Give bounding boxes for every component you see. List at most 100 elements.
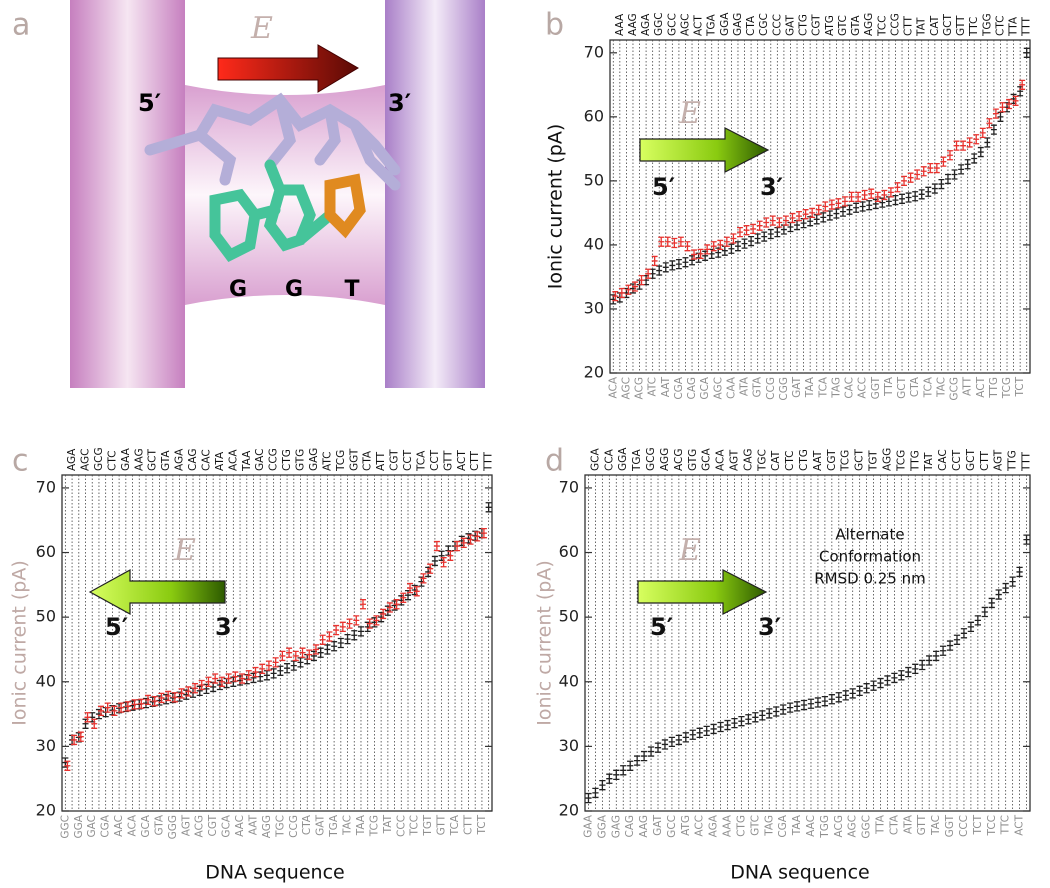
x-tick-label: TAC <box>935 377 947 398</box>
x-tick-label: GAT <box>652 814 664 836</box>
error-bar <box>1019 79 1026 90</box>
x-tick-label: TTT <box>1021 452 1033 472</box>
error-bar <box>606 773 613 784</box>
x-tick-label: ACG <box>673 449 685 471</box>
x-tick-label: TTT <box>1021 17 1033 37</box>
error-bar <box>821 695 829 707</box>
error-bar <box>691 249 697 260</box>
error-bar <box>933 650 940 662</box>
error-bar <box>947 150 953 161</box>
x-tick-label: AAT <box>247 814 259 835</box>
five-prime: 5′ <box>650 613 673 641</box>
x-tick-label: AGT <box>993 449 1005 471</box>
x-tick-label: CCC <box>958 815 970 837</box>
x-tick-label: GGT <box>348 448 360 471</box>
error-bar <box>951 169 958 180</box>
field-label: E <box>173 533 196 568</box>
x-tick-label: CAC <box>937 449 949 471</box>
x-tick-label: AGA <box>708 814 720 837</box>
y-tick-label: 30 <box>584 298 604 317</box>
error-bar <box>630 283 636 294</box>
error-bar <box>953 634 961 645</box>
five-prime: 5′ <box>138 89 161 117</box>
error-bar <box>973 134 980 145</box>
error-bar <box>64 760 71 771</box>
x-tick-label: TCC <box>986 815 998 836</box>
error-bar <box>737 226 743 238</box>
error-bar <box>697 248 704 260</box>
error-bar <box>939 645 947 656</box>
x-tick-label: CAT <box>929 15 941 36</box>
x-tick-label: CTT <box>979 450 991 471</box>
x-tick-label: CGA <box>777 814 789 837</box>
error-bar <box>782 215 789 226</box>
field-arrow <box>637 569 768 615</box>
error-bar <box>599 779 606 791</box>
error-bar <box>763 217 770 228</box>
error-bar <box>724 719 731 731</box>
error-bar <box>297 657 304 668</box>
x-tick-label: TAT <box>923 452 935 472</box>
x-tick-label: CGA <box>100 814 112 837</box>
error-bar <box>592 787 599 799</box>
error-bar <box>346 618 353 629</box>
error-bar <box>815 204 822 215</box>
error-bar <box>708 248 715 260</box>
error-bar <box>710 241 717 252</box>
x-tick-label: CAC <box>844 377 856 399</box>
x-tick-label: TCT <box>476 814 488 835</box>
x-tick-label: GAG <box>732 13 744 36</box>
x-tick-label: GGG <box>167 815 179 839</box>
error-bar <box>198 679 205 691</box>
x-tick-label: GGA <box>596 814 608 838</box>
x-tick-label: TCG <box>1001 377 1013 399</box>
error-bar <box>958 164 965 175</box>
x-tick-label: TGG <box>819 815 831 839</box>
x-tick-label: GCA <box>221 814 233 837</box>
error-bar <box>682 257 689 268</box>
error-bar <box>938 178 945 190</box>
error-bar <box>828 694 835 705</box>
y-tick-label: 60 <box>584 106 604 125</box>
error-bar <box>299 647 306 658</box>
pore-illustration <box>70 0 485 388</box>
x-tick-label: CGT <box>811 14 823 36</box>
error-bar <box>310 650 317 662</box>
x-tick-label: CCG <box>268 448 280 471</box>
error-bar <box>866 200 873 211</box>
error-bar <box>420 573 427 584</box>
x-tick-label: GTT <box>955 15 967 36</box>
x-tick-label: GCT <box>147 449 159 471</box>
error-bar <box>216 679 223 691</box>
error-bar <box>205 676 212 687</box>
error-bar <box>745 714 752 725</box>
error-bar <box>270 668 277 679</box>
x-tick-label: TCA <box>415 450 427 472</box>
error-bar <box>640 750 648 762</box>
x-tick-label: GTA <box>752 376 764 397</box>
error-bar <box>404 590 412 601</box>
error-bar <box>279 650 286 662</box>
error-bar <box>391 600 398 611</box>
y-tick-label: 60 <box>559 542 579 561</box>
x-tick-label: CAT <box>770 450 782 471</box>
error-bar <box>966 137 973 148</box>
error-bar <box>131 699 138 710</box>
error-bar <box>142 697 150 709</box>
x-tick-label: ACC <box>857 377 869 399</box>
error-bar <box>971 153 978 164</box>
x-tick-label: AAA <box>722 814 734 837</box>
x-tick-label: ACA <box>607 376 619 398</box>
y-tick-label: 20 <box>584 363 604 382</box>
five-prime: 5′ <box>105 613 128 641</box>
error-bar <box>822 201 829 212</box>
x-tick-label: AAT <box>660 376 672 397</box>
three-prime: 3′ <box>760 173 783 201</box>
error-bar <box>654 742 662 753</box>
error-bar <box>312 644 319 655</box>
x-tick-label: ATT <box>375 451 387 471</box>
x-tick-label: GTA <box>160 450 172 471</box>
error-bar <box>964 159 971 170</box>
x-tick-label: GTT <box>442 450 454 471</box>
error-bar <box>232 671 239 682</box>
